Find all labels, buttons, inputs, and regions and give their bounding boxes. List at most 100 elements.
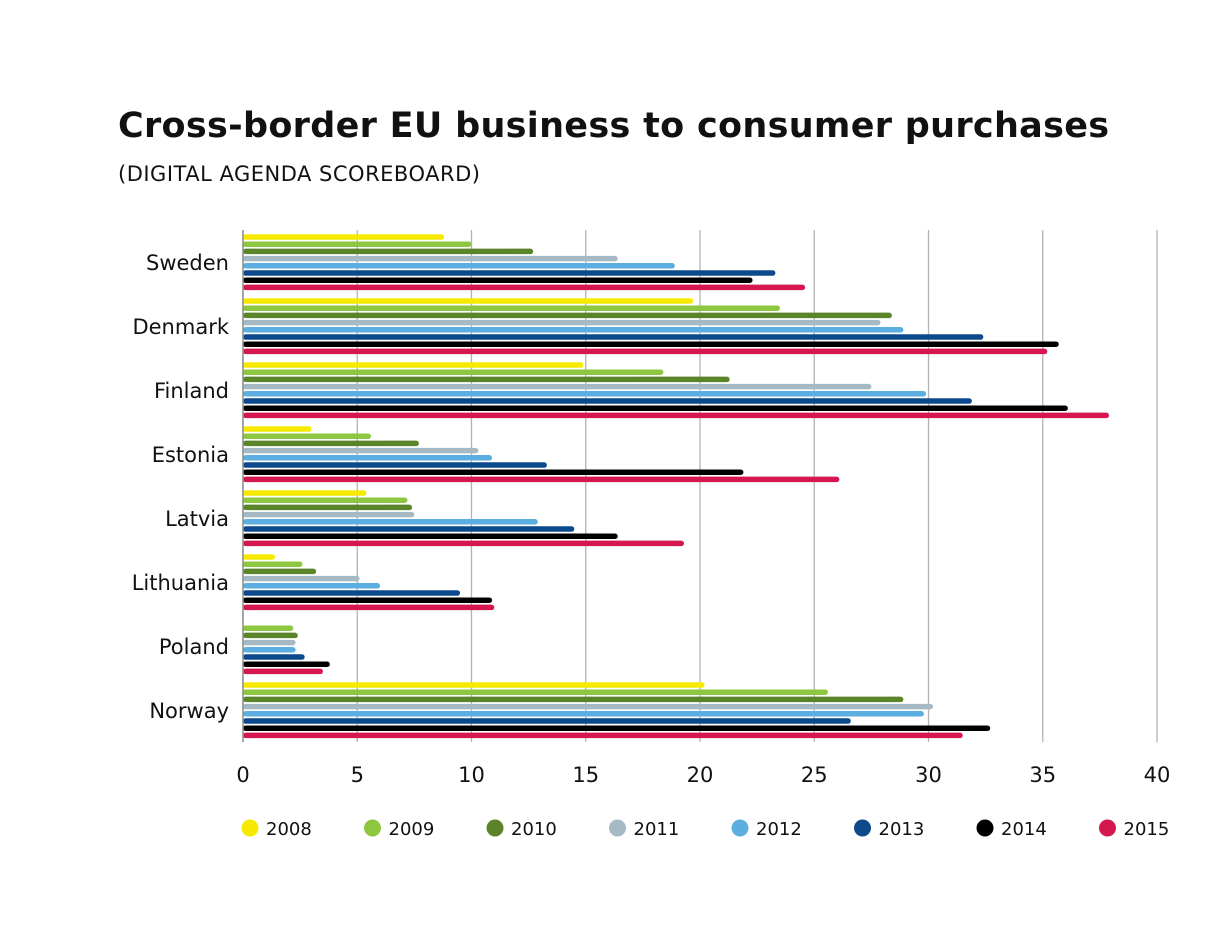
bar-finland-2010 xyxy=(243,376,730,383)
legend-swatch-2014 xyxy=(976,819,994,837)
bar-poland-2010 xyxy=(243,632,298,639)
bar-denmark-2009 xyxy=(243,305,780,311)
legend-swatch-2015 xyxy=(1099,819,1116,837)
bar-finland-2012 xyxy=(243,391,927,397)
legend-label-2014: 2014 xyxy=(1001,819,1047,840)
legend-swatch-2013 xyxy=(854,819,871,837)
x-tick-label: 15 xyxy=(572,763,599,787)
bar-poland-2014 xyxy=(243,661,330,667)
bar-denmark-2014 xyxy=(243,341,1059,347)
bar-denmark-2012 xyxy=(243,327,904,333)
x-tick-label: 35 xyxy=(1029,763,1056,787)
bar-latvia-2012 xyxy=(243,519,538,525)
bar-estonia-2011 xyxy=(243,447,479,454)
bar-norway-2013 xyxy=(243,718,851,724)
bar-latvia-2008 xyxy=(243,490,367,496)
bar-estonia-2009 xyxy=(243,433,371,439)
bar-latvia-2009 xyxy=(243,497,408,503)
bar-latvia-2011 xyxy=(243,511,415,518)
legend-label-2011: 2011 xyxy=(634,819,680,840)
legend: 2008 2009 2010 2011 2012 2013 2014 2015 xyxy=(241,819,1170,840)
x-tick-label: 0 xyxy=(236,763,249,787)
bar-lithuania-2013 xyxy=(243,590,461,596)
legend-swatch-2011 xyxy=(609,819,626,837)
legend-label-2012: 2012 xyxy=(756,819,802,840)
bar-norway-2009 xyxy=(243,689,828,695)
x-tick-label: 5 xyxy=(351,763,364,787)
bar-sweden-2009 xyxy=(243,241,472,247)
bar-estonia-2012 xyxy=(243,455,493,461)
bar-sweden-2013 xyxy=(243,270,776,276)
legend-label-2009: 2009 xyxy=(389,819,435,840)
bar-norway-2014 xyxy=(243,725,991,731)
bar-sweden-2011 xyxy=(243,255,618,262)
y-category-label-lithuania: Lithuania xyxy=(132,571,229,595)
legend-swatch-2008 xyxy=(241,819,259,837)
bar-estonia-2010 xyxy=(243,440,419,447)
bar-poland-2012 xyxy=(243,647,296,653)
bar-denmark-2015 xyxy=(243,348,1048,355)
x-tick-label: 10 xyxy=(458,763,485,787)
legend-label-2010: 2010 xyxy=(511,819,557,840)
bar-norway-2012 xyxy=(243,711,924,717)
y-category-label-finland: Finland xyxy=(154,379,229,403)
legend-label-2008: 2008 xyxy=(266,819,312,840)
bar-lithuania-2008 xyxy=(243,554,275,560)
y-category-label-estonia: Estonia xyxy=(152,443,229,467)
bar-estonia-2015 xyxy=(243,476,840,483)
bar-lithuania-2011 xyxy=(243,575,360,582)
bar-estonia-2014 xyxy=(243,469,744,475)
bar-latvia-2013 xyxy=(243,526,575,532)
y-category-label-denmark: Denmark xyxy=(132,315,229,339)
bar-sweden-2014 xyxy=(243,277,753,283)
bar-latvia-2010 xyxy=(243,504,413,511)
x-tick-label: 25 xyxy=(801,763,828,787)
x-tick-label: 30 xyxy=(915,763,942,787)
bar-norway-2008 xyxy=(243,682,705,688)
bar-poland-2009 xyxy=(243,625,294,631)
bar-finland-2014 xyxy=(243,405,1068,411)
legend-swatch-2010 xyxy=(486,819,504,837)
bar-finland-2015 xyxy=(243,412,1110,419)
bar-sweden-2015 xyxy=(243,284,806,291)
y-category-label-poland: Poland xyxy=(159,635,229,659)
bar-sweden-2008 xyxy=(243,234,445,240)
y-category-label-norway: Norway xyxy=(149,699,229,723)
bar-denmark-2011 xyxy=(243,319,881,326)
bar-finland-2013 xyxy=(243,398,972,404)
bar-latvia-2014 xyxy=(243,533,618,539)
x-tick-label: 40 xyxy=(1144,763,1171,787)
bar-latvia-2015 xyxy=(243,540,685,547)
axes: 0 5 10 15 20 25 30 35 40 Sweden Denmark Finland Esto… xyxy=(132,230,1171,787)
bar-lithuania-2012 xyxy=(243,583,381,589)
bar-finland-2009 xyxy=(243,369,664,375)
legend-label-2015: 2015 xyxy=(1124,819,1170,840)
bar-estonia-2008 xyxy=(243,426,312,432)
bar-lithuania-2014 xyxy=(243,597,493,603)
y-category-label-sweden: Sweden xyxy=(146,251,229,275)
bar-denmark-2013 xyxy=(243,334,984,340)
bar-sweden-2012 xyxy=(243,263,675,269)
bar-lithuania-2015 xyxy=(243,604,495,611)
bar-denmark-2010 xyxy=(243,312,892,319)
bar-denmark-2008 xyxy=(243,298,694,304)
legend-swatch-2009 xyxy=(364,819,381,837)
chart-title: Cross-border EU business to consumer pur… xyxy=(118,106,1110,146)
bar-poland-2015 xyxy=(243,668,323,675)
bar-norway-2010 xyxy=(243,696,904,703)
bar-estonia-2013 xyxy=(243,462,547,468)
bar-sweden-2010 xyxy=(243,248,534,255)
x-tick-label: 20 xyxy=(687,763,714,787)
bar-norway-2011 xyxy=(243,703,934,710)
bar-norway-2015 xyxy=(243,732,963,739)
legend-label-2013: 2013 xyxy=(879,819,925,840)
chart-subtitle: (DIGITAL AGENDA SCOREBOARD) xyxy=(118,162,481,186)
bar-poland-2013 xyxy=(243,654,305,660)
bar-poland-2011 xyxy=(243,639,296,646)
bar-finland-2011 xyxy=(243,383,872,390)
legend-swatch-2012 xyxy=(731,819,749,837)
y-category-label-latvia: Latvia xyxy=(165,507,229,531)
bar-lithuania-2009 xyxy=(243,561,303,567)
bars xyxy=(243,234,1110,739)
